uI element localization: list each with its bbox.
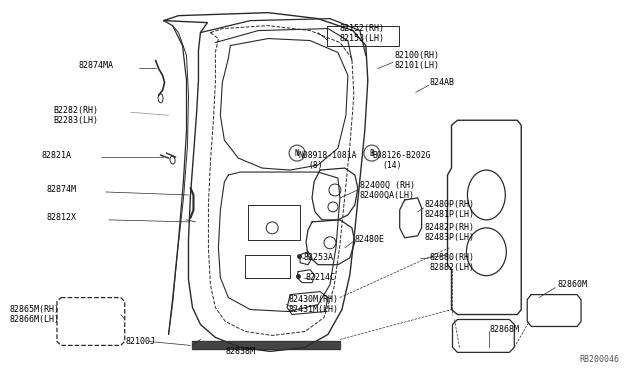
Text: 82400QA(LH): 82400QA(LH)	[360, 190, 415, 199]
Text: 82400Q (RH): 82400Q (RH)	[360, 180, 415, 189]
Text: B: B	[369, 149, 374, 158]
Text: 82838M: 82838M	[225, 347, 255, 356]
Text: 82866M(LH): 82866M(LH)	[9, 315, 59, 324]
Text: 82430M(RH): 82430M(RH)	[288, 295, 338, 304]
Text: 82868M: 82868M	[490, 325, 520, 334]
Text: 82483P(LH): 82483P(LH)	[424, 233, 475, 242]
Text: RB200046: RB200046	[579, 355, 619, 364]
Text: 82481P(LH): 82481P(LH)	[424, 211, 475, 219]
Text: 82880(RH): 82880(RH)	[429, 253, 475, 262]
Text: 82153(LH): 82153(LH)	[340, 34, 385, 43]
Text: 82480E: 82480E	[355, 235, 385, 244]
Text: B2283(LH): B2283(LH)	[53, 116, 98, 125]
FancyBboxPatch shape	[327, 26, 399, 45]
Text: 824AB: 824AB	[429, 78, 454, 87]
Text: 82100J: 82100J	[125, 337, 156, 346]
Text: 82812X: 82812X	[46, 214, 76, 222]
Text: 82101(LH): 82101(LH)	[395, 61, 440, 70]
Text: B08126-B202G: B08126-B202G	[373, 151, 431, 160]
Text: 82152(RH): 82152(RH)	[340, 24, 385, 33]
Text: 82865M(RH): 82865M(RH)	[9, 305, 59, 314]
Text: 82882(LH): 82882(LH)	[429, 263, 475, 272]
Text: 82860M: 82860M	[557, 280, 587, 289]
Text: 82821A: 82821A	[41, 151, 71, 160]
Text: 82214C: 82214C	[305, 273, 335, 282]
Text: (14): (14)	[383, 161, 403, 170]
Text: 82480P(RH): 82480P(RH)	[424, 201, 475, 209]
Text: 82874M: 82874M	[46, 186, 76, 195]
Text: 82100(RH): 82100(RH)	[395, 51, 440, 60]
Text: 82874MA: 82874MA	[79, 61, 114, 70]
Text: 82482P(RH): 82482P(RH)	[424, 223, 475, 232]
Text: 82253A: 82253A	[303, 253, 333, 262]
Text: 82431M(LH): 82431M(LH)	[288, 305, 338, 314]
Text: N: N	[295, 149, 300, 158]
Text: N08918-1081A: N08918-1081A	[298, 151, 356, 160]
Text: (8): (8)	[308, 161, 323, 170]
Text: B2282(RH): B2282(RH)	[53, 106, 98, 115]
